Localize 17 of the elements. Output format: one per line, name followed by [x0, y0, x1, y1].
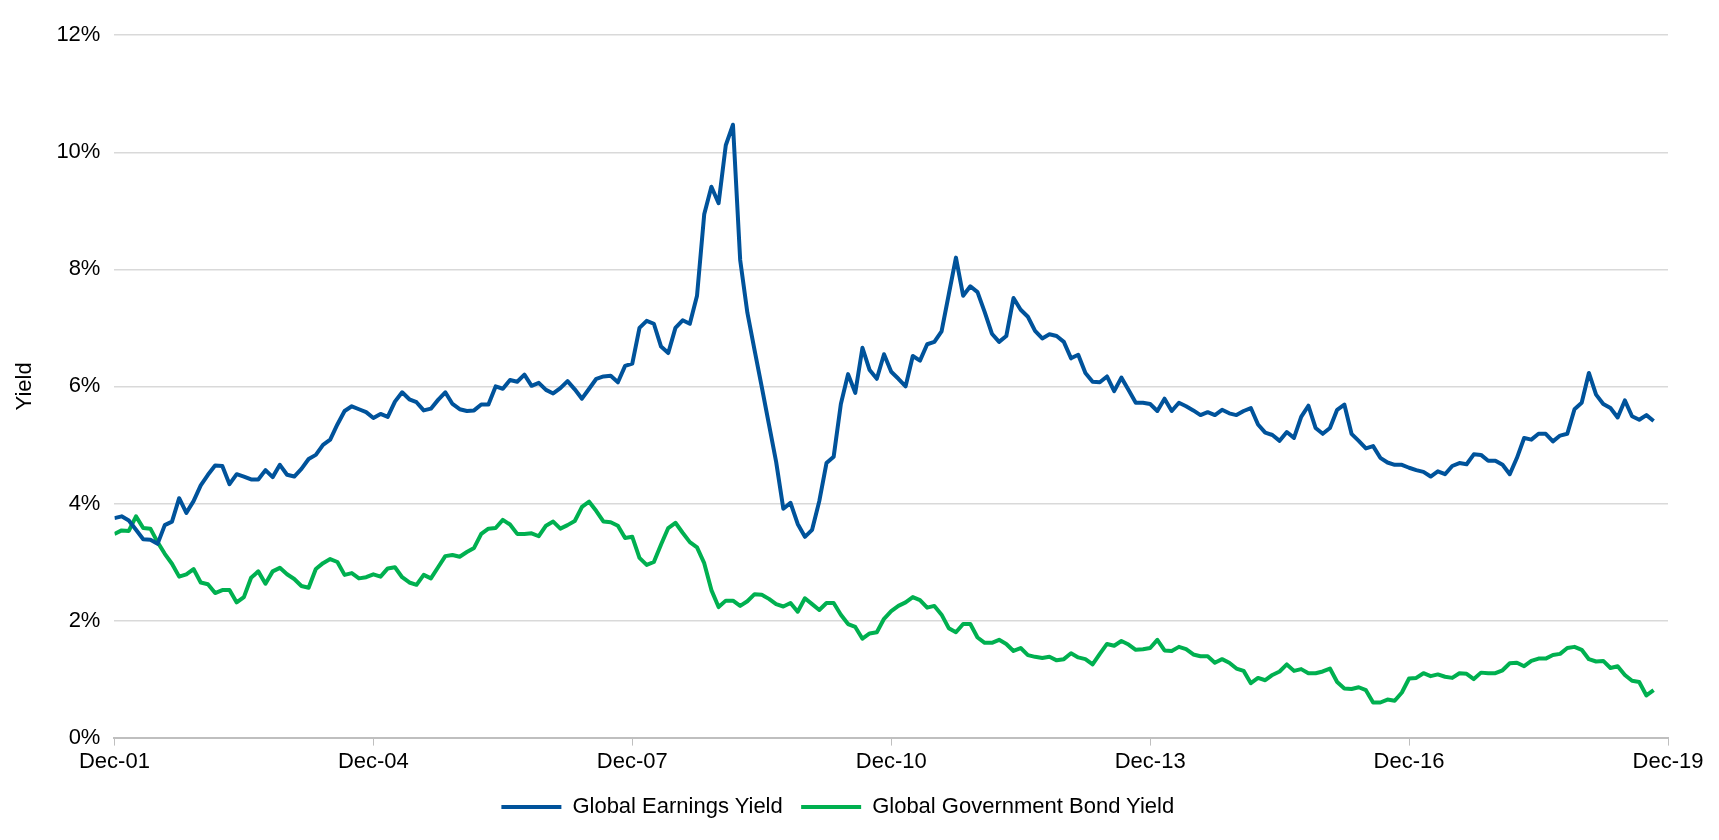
legend-label: Global Earnings Yield — [572, 793, 783, 819]
x-tick-label: Dec-01 — [78, 747, 150, 773]
legend-label: Global Government Bond Yield — [872, 793, 1175, 819]
x-tick-label: Dec-07 — [596, 747, 668, 773]
y-axis-title: Yield — [11, 362, 37, 411]
x-tick-label: Dec-04 — [337, 747, 409, 773]
x-tick-label: Dec-13 — [1114, 747, 1186, 773]
y-tick-label: 10% — [56, 138, 101, 164]
y-tick-label: 2% — [68, 606, 101, 632]
y-tick-label: 4% — [68, 489, 101, 515]
y-tick-label: 12% — [56, 21, 101, 47]
x-tick-label: Dec-19 — [1632, 747, 1704, 773]
x-tick-label: Dec-16 — [1373, 747, 1445, 773]
x-tick-label: Dec-10 — [855, 747, 927, 773]
y-tick-label: 0% — [68, 723, 101, 749]
y-tick-label: 8% — [68, 255, 101, 281]
y-tick-label: 6% — [68, 372, 101, 398]
